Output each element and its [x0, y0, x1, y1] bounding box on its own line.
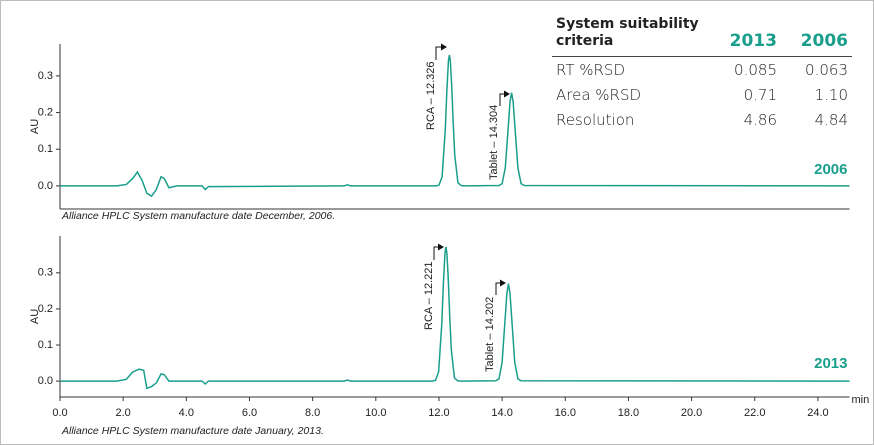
y-tick-label: 0.2: [38, 303, 53, 315]
cell: 0.085: [734, 61, 777, 79]
header-cell: 2006: [781, 16, 852, 57]
table-header: System suitability criteria 2013 2006: [552, 16, 852, 57]
annotation-arrow: [499, 93, 505, 106]
series-label: 2006: [814, 161, 847, 178]
peak-annotation: RCA – 12.221: [423, 262, 435, 331]
y-tick-label: 0.3: [38, 70, 53, 82]
arrow-head: [441, 43, 447, 51]
y-tick-label: 0.1: [38, 143, 53, 155]
table-row: Resolution 4.86 4.84: [552, 107, 852, 132]
x-tick-label: 20.0: [681, 407, 702, 419]
x-tick-label: 6.0: [242, 407, 257, 419]
suitability-table: System suitability criteria 2013 2006 RT…: [552, 16, 852, 132]
x-axis-label: min: [852, 394, 870, 406]
x-tick-label: 2.0: [116, 407, 131, 419]
annotation-arrow: [433, 246, 439, 260]
x-tick-label: 14.0: [491, 407, 512, 419]
y-axis-label: AU: [29, 119, 41, 134]
x-tick-label: 12.0: [428, 407, 449, 419]
x-tick-label: 22.0: [744, 407, 765, 419]
annotation-arrow: [495, 282, 501, 295]
y-tick-label: 0.3: [38, 267, 53, 279]
chromatogram-line: [60, 246, 850, 390]
cell: 1.10: [814, 86, 848, 104]
arrow-head: [438, 243, 444, 251]
cell: 0.063: [805, 61, 848, 79]
annotation-arrow: [435, 46, 442, 60]
x-tick-label: 8.0: [305, 407, 320, 419]
x-tick-label: 16.0: [555, 407, 576, 419]
cell: 4.86: [743, 111, 777, 129]
peak-annotation: Tablet – 14.304: [488, 105, 500, 180]
y-axis-label: AU: [29, 309, 41, 324]
x-tick-label: 0.0: [52, 407, 67, 419]
header-cell: 2013: [710, 16, 781, 57]
arrow-head: [500, 279, 506, 287]
cell: 0.71: [743, 86, 777, 104]
x-tick-label: 4.0: [179, 407, 194, 419]
series-label: 2013: [814, 355, 847, 372]
cell: Area %RSD: [556, 86, 642, 104]
y-tick-label: 0.0: [38, 180, 53, 192]
table-row: Area %RSD 0.71 1.10: [552, 82, 852, 107]
caption: Alliance HPLC System manufacture date Ja…: [61, 425, 324, 437]
y-tick-label: 0.1: [38, 339, 53, 351]
header-cell: System suitability criteria: [552, 16, 710, 57]
x-tick-label: 24.0: [807, 407, 828, 419]
cell: RT %RSD: [556, 61, 626, 79]
caption: Alliance HPLC System manufacture date De…: [61, 210, 335, 222]
y-tick-label: 0.2: [38, 106, 53, 118]
x-tick-label: 10.0: [365, 407, 386, 419]
y-tick-label: 0.0: [38, 375, 53, 387]
cell: 4.84: [814, 111, 848, 129]
x-tick-label: 18.0: [618, 407, 639, 419]
chromatogram-line: [60, 54, 850, 198]
peak-annotation: Tablet – 14.202: [484, 297, 496, 372]
peak-annotation: RCA – 12.326: [425, 62, 437, 131]
cell: Resolution: [556, 111, 635, 129]
arrow-head: [504, 90, 510, 98]
table-row: RT %RSD 0.085 0.063: [552, 57, 852, 83]
